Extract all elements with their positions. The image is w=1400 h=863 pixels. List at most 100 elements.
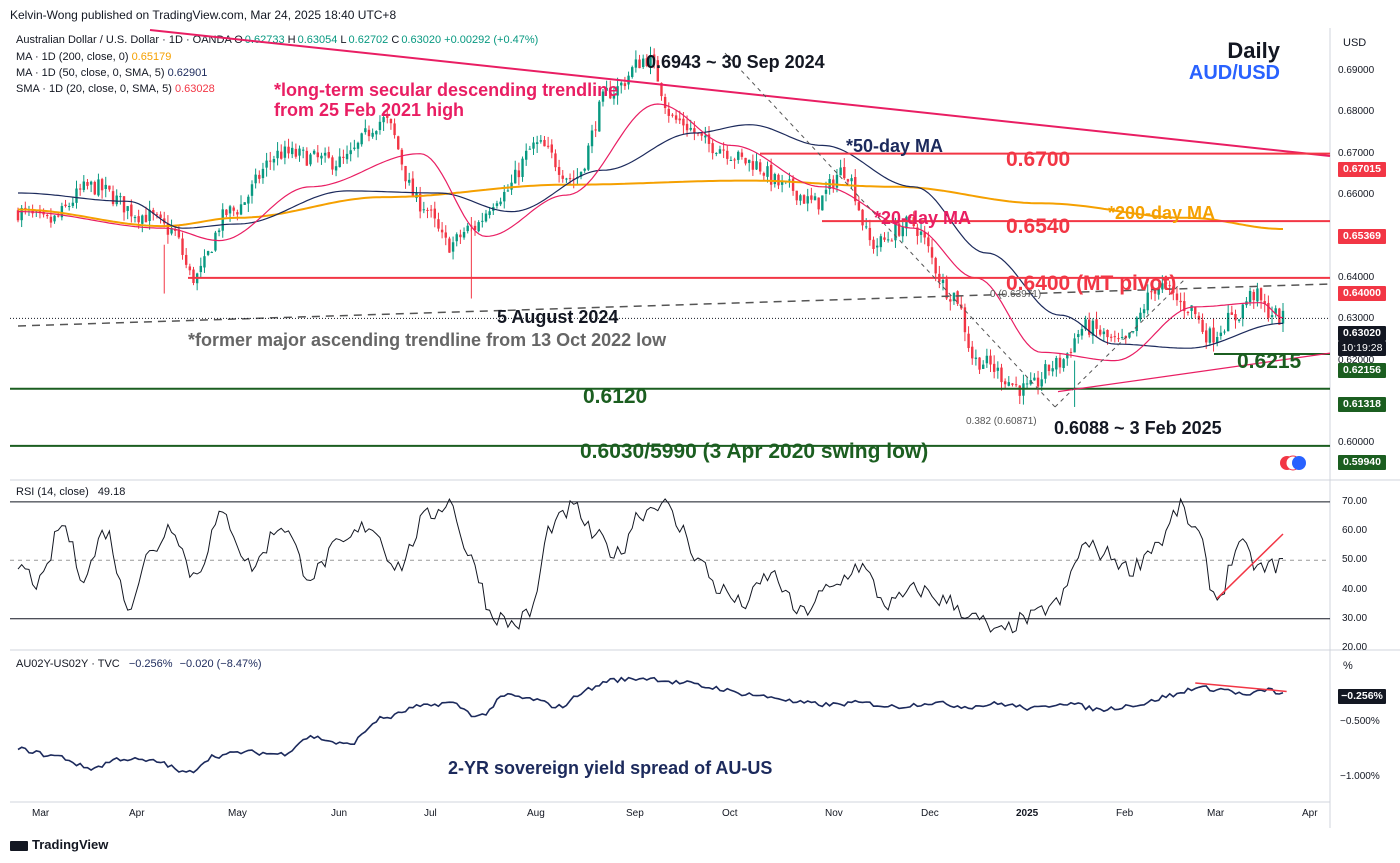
- candle-body: [1080, 328, 1084, 336]
- events-flag-icon[interactable]: [1278, 455, 1308, 471]
- candle-body: [1029, 380, 1032, 385]
- sma20-legend[interactable]: SMA · 1D (20, close, 0, SMA, 5) 0.63028: [16, 83, 215, 95]
- candle-body: [978, 357, 981, 370]
- candle-body: [283, 146, 287, 158]
- candle-body: [1164, 282, 1168, 285]
- annotation-ma20: *20-day MA: [874, 208, 972, 228]
- candle-body: [462, 232, 466, 238]
- candle-body: [459, 234, 462, 238]
- candle-body: [159, 214, 162, 218]
- candle-body: [1270, 315, 1274, 317]
- candle-body: [755, 161, 758, 170]
- spread-tick: −0.500%: [1340, 716, 1380, 727]
- candle-body: [1241, 304, 1244, 319]
- spread-legend[interactable]: AU02Y-US02Y · TVC −0.256% −0.020 (−8.47%…: [16, 658, 262, 670]
- ma200-line: [17, 179, 1283, 230]
- candle-body: [700, 133, 703, 136]
- candle-body: [349, 150, 352, 155]
- candle-body: [967, 333, 970, 349]
- price-tag-last: 0.63020: [1338, 326, 1386, 341]
- candle-body: [996, 367, 1000, 371]
- time-tick: Jun: [331, 808, 348, 819]
- candle-body: [1201, 319, 1204, 332]
- rsi-tick: 30.00: [1342, 612, 1368, 624]
- candle-body: [824, 189, 828, 194]
- tradingview-logo[interactable]: TradingView: [10, 837, 108, 852]
- candle-body: [320, 155, 323, 159]
- candle-body: [397, 136, 400, 150]
- candle-body: [1047, 364, 1051, 372]
- symbol-name: Australian Dollar / U.S. Dollar · 1D · O…: [16, 34, 232, 46]
- candle-body: [345, 153, 349, 160]
- candle-body: [535, 142, 539, 145]
- candle-body: [334, 166, 338, 171]
- candle-body: [941, 279, 945, 284]
- candle-body: [934, 258, 937, 274]
- annotation-ma200: *200-day MA: [1108, 203, 1216, 223]
- candle-body: [93, 181, 96, 195]
- candle-body: [236, 212, 239, 215]
- candle-body: [1113, 336, 1117, 338]
- candle-body: [97, 179, 100, 196]
- ma200-legend[interactable]: MA · 1D (200, close, 0) 0.65179: [16, 51, 171, 63]
- annotation-spread: 2-YR sovereign yield spread of AU-US: [448, 758, 773, 778]
- candle-body: [751, 161, 755, 170]
- candle-body: [678, 118, 681, 121]
- pair-title: AUD/USD: [1188, 62, 1280, 84]
- candle-body: [886, 239, 890, 241]
- rsi-legend[interactable]: RSI (14, close) 49.18: [16, 486, 125, 498]
- candle-body: [1146, 292, 1149, 311]
- candle-body: [609, 87, 612, 99]
- price-tag-0-59940: 0.59940: [1338, 455, 1386, 470]
- candle-body: [766, 166, 769, 177]
- candle-body: [557, 166, 561, 175]
- candle-body: [674, 115, 678, 120]
- candle-body: [1091, 320, 1095, 336]
- candle-body: [715, 152, 718, 154]
- spread-value: −0.256%: [128, 658, 173, 670]
- rsi-tick: 70.00: [1342, 495, 1368, 507]
- candle-body: [1234, 314, 1237, 321]
- price-tag-0-64000: 0.64000: [1338, 286, 1386, 301]
- rsi-tick: 50.00: [1342, 554, 1368, 566]
- rsi-layer: [10, 497, 1330, 634]
- candle-body: [1175, 293, 1179, 301]
- ma50-legend[interactable]: MA · 1D (50, close, 0, SMA, 5) 0.62901: [16, 67, 207, 79]
- spread-tick: −1.000%: [1340, 771, 1380, 782]
- price-tag-0-67015: 0.67015: [1338, 162, 1386, 177]
- candle-body: [382, 117, 385, 123]
- currency-label[interactable]: USD: [1343, 37, 1367, 49]
- candle-body: [294, 148, 298, 157]
- candle-body: [1077, 334, 1080, 338]
- candle-body: [1208, 328, 1212, 343]
- former-ascending-trendline: [17, 283, 1331, 327]
- candle-body: [440, 229, 444, 233]
- high-value: 0.63054: [297, 34, 338, 46]
- candle-body: [331, 157, 334, 170]
- candle-body: [148, 209, 151, 221]
- level-0-6540: 0.6540: [1006, 215, 1071, 238]
- time-tick: Nov: [825, 808, 843, 819]
- candle-body: [992, 363, 996, 372]
- candle-body: [100, 179, 104, 191]
- candle-body: [901, 226, 904, 237]
- candle-body: [817, 197, 820, 210]
- candle-body: [386, 115, 389, 118]
- time-tick: Oct: [722, 808, 738, 819]
- candle-body: [579, 171, 583, 177]
- candle-body: [627, 75, 630, 85]
- candle-body: [1117, 338, 1120, 340]
- candle-body: [67, 206, 71, 208]
- annotation-former-trendline: *former major ascending trendline from 1…: [188, 330, 667, 350]
- candle-body: [685, 123, 689, 131]
- candle-body: [265, 160, 268, 168]
- candle-body: [1168, 285, 1171, 287]
- candle-body: [1237, 319, 1241, 321]
- candle-body: [1139, 312, 1142, 320]
- spread-line: [17, 676, 1284, 774]
- candle-body: [298, 148, 301, 156]
- spread-unit: %: [1343, 660, 1353, 672]
- candle-body: [473, 225, 477, 231]
- candle-body: [1018, 385, 1021, 396]
